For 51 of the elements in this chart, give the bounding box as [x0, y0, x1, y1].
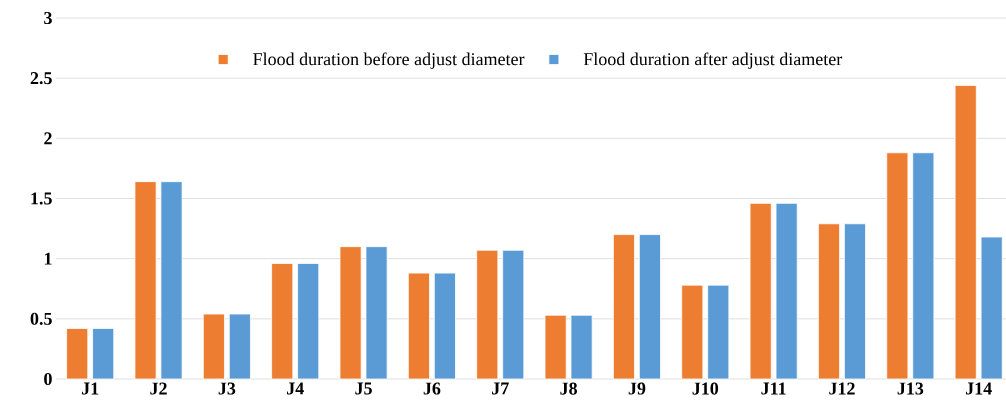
- y-tick-label: 2.5: [30, 72, 52, 85]
- bar: [160, 181, 183, 380]
- bar: [92, 328, 115, 380]
- bar: [570, 314, 593, 380]
- bar: [954, 84, 977, 380]
- bar: [502, 249, 525, 380]
- bar: [339, 246, 362, 380]
- bar: [271, 263, 294, 380]
- bar: [886, 152, 909, 380]
- bar: [407, 272, 430, 380]
- x-tick-label: J11: [761, 382, 786, 395]
- bar: [638, 234, 661, 380]
- bar: [297, 263, 320, 380]
- bar: [912, 152, 935, 380]
- bar: [818, 223, 840, 380]
- bar: [66, 328, 89, 380]
- bar: [612, 234, 635, 380]
- x-tick-label: J12: [829, 382, 855, 395]
- y-tick-label: 2: [44, 132, 52, 145]
- y-tick-label: 1.5: [31, 192, 52, 205]
- bar: [749, 202, 772, 380]
- y-tick-label: 0: [44, 372, 52, 386]
- x-tick-label: J1: [81, 382, 99, 395]
- bar: [433, 272, 456, 380]
- legend-label: Flood duration after adjust diameter: [583, 52, 843, 69]
- x-tick-label: J10: [692, 382, 719, 395]
- x-tick-label: J14: [965, 382, 992, 395]
- legend-label: Flood duration before adjust diameter: [253, 52, 525, 69]
- bar: [476, 249, 499, 380]
- bar: [544, 314, 567, 380]
- x-tick-label: J7: [492, 382, 509, 395]
- bar: [228, 313, 251, 380]
- bar: [707, 284, 730, 380]
- bar: [134, 181, 157, 380]
- x-tick-label: J9: [628, 382, 646, 395]
- bar: [843, 223, 866, 380]
- x-tick-label: J13: [897, 382, 924, 395]
- x-tick-label: J5: [355, 382, 372, 395]
- x-tick-label: J6: [423, 382, 441, 395]
- x-tick-label: J4: [287, 382, 304, 395]
- y-tick-label: 3: [44, 11, 52, 25]
- bar: [681, 284, 704, 380]
- x-tick-label: J8: [560, 382, 577, 395]
- bar: [775, 202, 798, 380]
- y-tick-label: 1: [44, 252, 52, 265]
- bar: [980, 236, 1003, 380]
- bar: [365, 246, 388, 380]
- y-tick-label: 0.5: [30, 312, 52, 325]
- x-tick-label: J2: [150, 382, 167, 395]
- bar: [202, 313, 225, 380]
- x-tick-label: J3: [218, 382, 236, 395]
